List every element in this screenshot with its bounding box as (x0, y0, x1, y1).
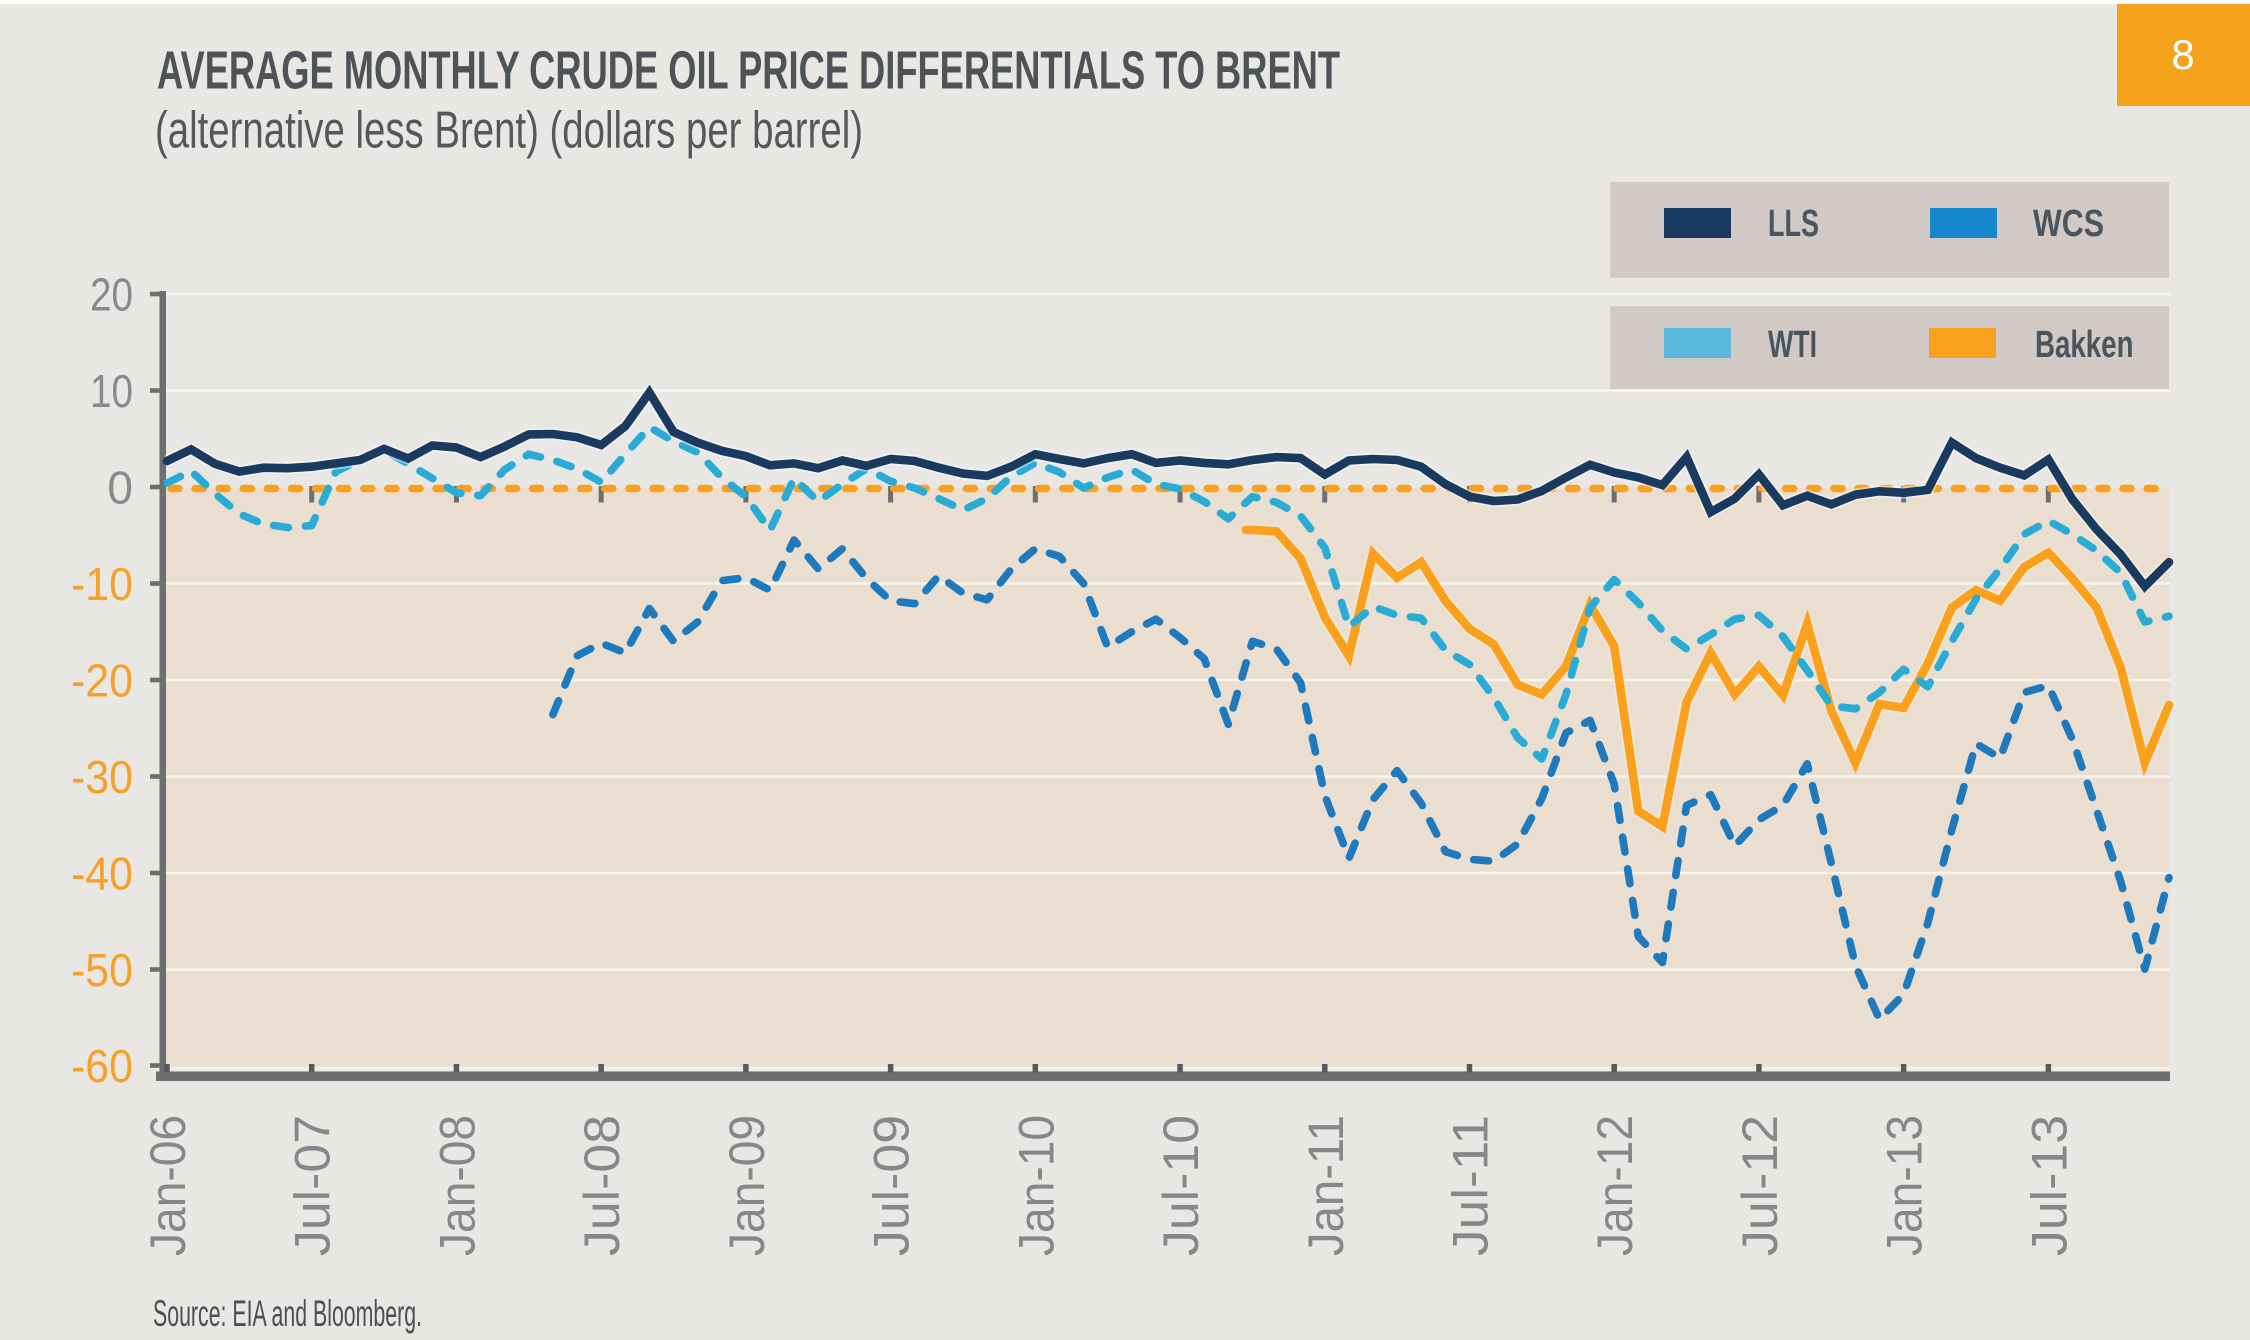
svg-text:Jul-09: Jul-09 (864, 1115, 920, 1256)
svg-text:Jan-11: Jan-11 (1298, 1115, 1354, 1256)
svg-text:Jan-09: Jan-09 (719, 1115, 775, 1256)
svg-text:-40: -40 (71, 848, 133, 900)
svg-text:Jul-08: Jul-08 (574, 1115, 630, 1256)
svg-text:Jan-08: Jan-08 (429, 1115, 485, 1256)
svg-text:WCS: WCS (2033, 203, 2104, 245)
svg-text:Jan-10: Jan-10 (1008, 1115, 1064, 1256)
svg-text:AVERAGE MONTHLY CRUDE OIL PRIC: AVERAGE MONTHLY CRUDE OIL PRICE DIFFEREN… (157, 41, 1340, 101)
svg-text:8: 8 (2171, 31, 2194, 78)
svg-text:WTI: WTI (1768, 324, 1817, 366)
svg-text:Jan-13: Jan-13 (1877, 1115, 1933, 1256)
svg-text:20: 20 (90, 269, 133, 321)
svg-text:Jan-12: Jan-12 (1587, 1115, 1643, 1256)
svg-text:Jul-07: Jul-07 (285, 1115, 341, 1256)
svg-text:-30: -30 (71, 751, 133, 803)
svg-text:0: 0 (107, 462, 133, 514)
svg-text:Jul-11: Jul-11 (1442, 1115, 1498, 1256)
svg-text:Source: EIA and Bloomberg.: Source: EIA and Bloomberg. (153, 1293, 422, 1334)
svg-text:10: 10 (90, 365, 133, 417)
svg-text:-10: -10 (71, 558, 133, 610)
svg-text:LLS: LLS (1768, 203, 1819, 245)
svg-text:-20: -20 (71, 655, 133, 707)
svg-text:-50: -50 (71, 944, 133, 996)
svg-text:Jan-06: Jan-06 (140, 1115, 196, 1256)
svg-text:(alternative less Brent) (doll: (alternative less Brent) (dollars per ba… (155, 102, 863, 160)
svg-text:Bakken: Bakken (2035, 324, 2134, 366)
svg-text:-60: -60 (71, 1040, 133, 1092)
svg-text:Jul-12: Jul-12 (1732, 1115, 1788, 1256)
svg-text:Jul-13: Jul-13 (2021, 1115, 2077, 1256)
svg-text:Jul-10: Jul-10 (1153, 1115, 1209, 1256)
